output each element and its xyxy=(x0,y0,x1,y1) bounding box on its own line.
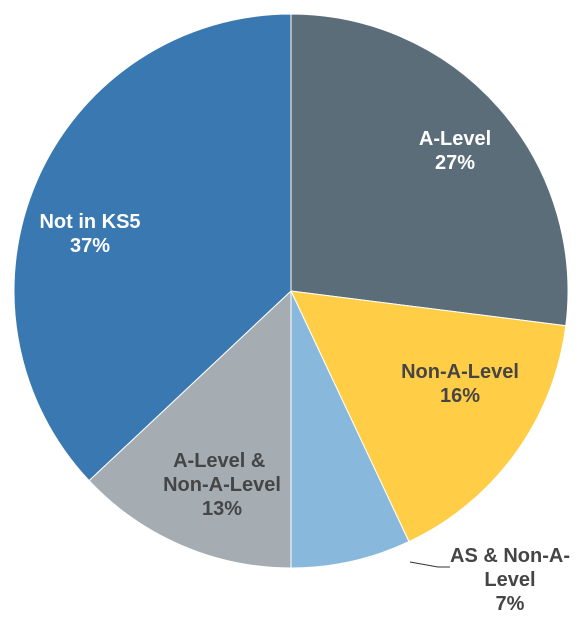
label-line: A-Level xyxy=(419,128,491,150)
leader-line xyxy=(409,561,450,568)
slice-label: AS & Non-A-Level xyxy=(450,545,570,591)
pie-slice xyxy=(290,13,569,327)
label-line: Non-A-Level xyxy=(401,361,519,383)
pie-slice xyxy=(13,13,292,482)
slice-value: 7% xyxy=(496,593,525,615)
slice-value: 27% xyxy=(435,152,475,174)
pie-slice xyxy=(290,290,410,569)
pie-slice xyxy=(290,290,567,543)
slice-value: 37% xyxy=(70,235,110,257)
label-line: Level xyxy=(484,569,535,591)
label-line: Not in KS5 xyxy=(39,211,140,233)
slice-value: 16% xyxy=(440,385,480,407)
label-line: Non-A-Level xyxy=(163,474,281,496)
pie-slice xyxy=(88,289,292,569)
slice-label: A-Level xyxy=(419,128,491,150)
slice-label: Not in KS5 xyxy=(39,211,140,233)
slice-value: 13% xyxy=(202,498,242,520)
slice-label: A-Level & Non-A-Level xyxy=(163,450,281,496)
label-line: A-Level & xyxy=(173,450,271,472)
label-line: AS & Non-A- xyxy=(450,545,570,567)
slice-label: Non-A-Level xyxy=(401,361,519,383)
